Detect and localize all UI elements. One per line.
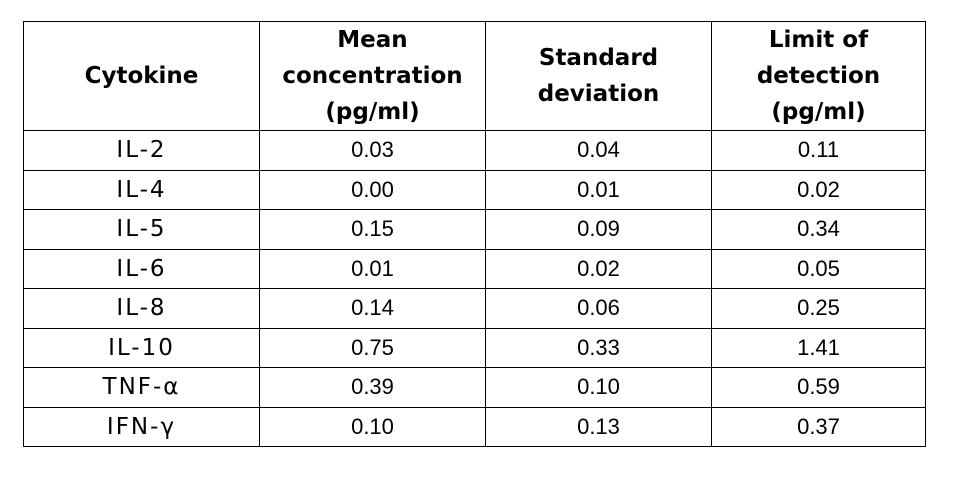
cell-sd: 0.02 bbox=[485, 248, 712, 289]
header-mean-line-3: (pg/ml) bbox=[325, 99, 420, 125]
table-row: IL-5 0.15 0.09 0.34 bbox=[23, 209, 926, 250]
cell-mean: 0.75 bbox=[259, 327, 486, 368]
header-sd-line-2: deviation bbox=[537, 81, 660, 107]
header-standard-deviation: Standard deviation bbox=[485, 21, 712, 131]
header-lod-line-1: Limit of bbox=[768, 27, 869, 53]
cell-mean: 0.00 bbox=[259, 169, 486, 210]
cell-sd: 0.13 bbox=[485, 406, 712, 447]
cell-lod: 0.59 bbox=[711, 367, 926, 408]
cell-lod: 0.37 bbox=[711, 406, 926, 447]
header-mean-concentration: Mean concentration (pg/ml) bbox=[259, 21, 486, 131]
header-mean-line-1: Mean bbox=[337, 27, 408, 53]
table-row: IL-8 0.14 0.06 0.25 bbox=[23, 288, 926, 329]
header-mean-line-2: concentration bbox=[282, 63, 463, 89]
header-lod-line-3: (pg/ml) bbox=[771, 99, 866, 125]
cell-sd: 0.01 bbox=[485, 169, 712, 210]
header-limit-of-detection: Limit of detection (pg/ml) bbox=[711, 21, 926, 131]
cell-cytokine: IL-5 bbox=[23, 209, 260, 250]
table-row: IL-6 0.01 0.02 0.05 bbox=[23, 248, 926, 289]
cell-lod: 1.41 bbox=[711, 327, 926, 368]
cell-sd: 0.33 bbox=[485, 327, 712, 368]
cell-cytokine: IFN-γ bbox=[23, 406, 260, 447]
table-row: IL-10 0.75 0.33 1.41 bbox=[23, 327, 926, 368]
table-body: IL-2 0.03 0.04 0.11 IL-4 0.00 0.01 0.02 … bbox=[23, 130, 926, 447]
table-row: TNF-α 0.39 0.10 0.59 bbox=[23, 367, 926, 408]
header-cytokine: Cytokine bbox=[23, 21, 260, 131]
cell-cytokine: IL-8 bbox=[23, 288, 260, 329]
cell-sd: 0.10 bbox=[485, 367, 712, 408]
cell-mean: 0.15 bbox=[259, 209, 486, 250]
cell-mean: 0.10 bbox=[259, 406, 486, 447]
cell-cytokine: IL-6 bbox=[23, 248, 260, 289]
cell-sd: 0.04 bbox=[485, 130, 712, 171]
table-row: IL-2 0.03 0.04 0.11 bbox=[23, 130, 926, 171]
cell-cytokine: TNF-α bbox=[23, 367, 260, 408]
cell-lod: 0.11 bbox=[711, 130, 926, 171]
table-header: Cytokine Mean concentration (pg/ml) Stan… bbox=[23, 21, 926, 131]
cell-cytokine: IL-2 bbox=[23, 130, 260, 171]
cytokine-table: Cytokine Mean concentration (pg/ml) Stan… bbox=[23, 21, 926, 447]
cell-cytokine: IL-4 bbox=[23, 169, 260, 210]
cell-lod: 0.34 bbox=[711, 209, 926, 250]
cell-mean: 0.14 bbox=[259, 288, 486, 329]
cell-lod: 0.05 bbox=[711, 248, 926, 289]
header-row: Cytokine Mean concentration (pg/ml) Stan… bbox=[23, 21, 926, 131]
cell-lod: 0.02 bbox=[711, 169, 926, 210]
table-row: IL-4 0.00 0.01 0.02 bbox=[23, 169, 926, 210]
cell-lod: 0.25 bbox=[711, 288, 926, 329]
table-row: IFN-γ 0.10 0.13 0.37 bbox=[23, 406, 926, 447]
cell-mean: 0.03 bbox=[259, 130, 486, 171]
cell-sd: 0.06 bbox=[485, 288, 712, 329]
header-lod-line-2: detection bbox=[756, 63, 881, 89]
cell-sd: 0.09 bbox=[485, 209, 712, 250]
header-cytokine-line: Cytokine bbox=[84, 63, 199, 89]
header-sd-line-1: Standard bbox=[538, 45, 659, 71]
cell-cytokine: IL-10 bbox=[23, 327, 260, 368]
cell-mean: 0.39 bbox=[259, 367, 486, 408]
cell-mean: 0.01 bbox=[259, 248, 486, 289]
